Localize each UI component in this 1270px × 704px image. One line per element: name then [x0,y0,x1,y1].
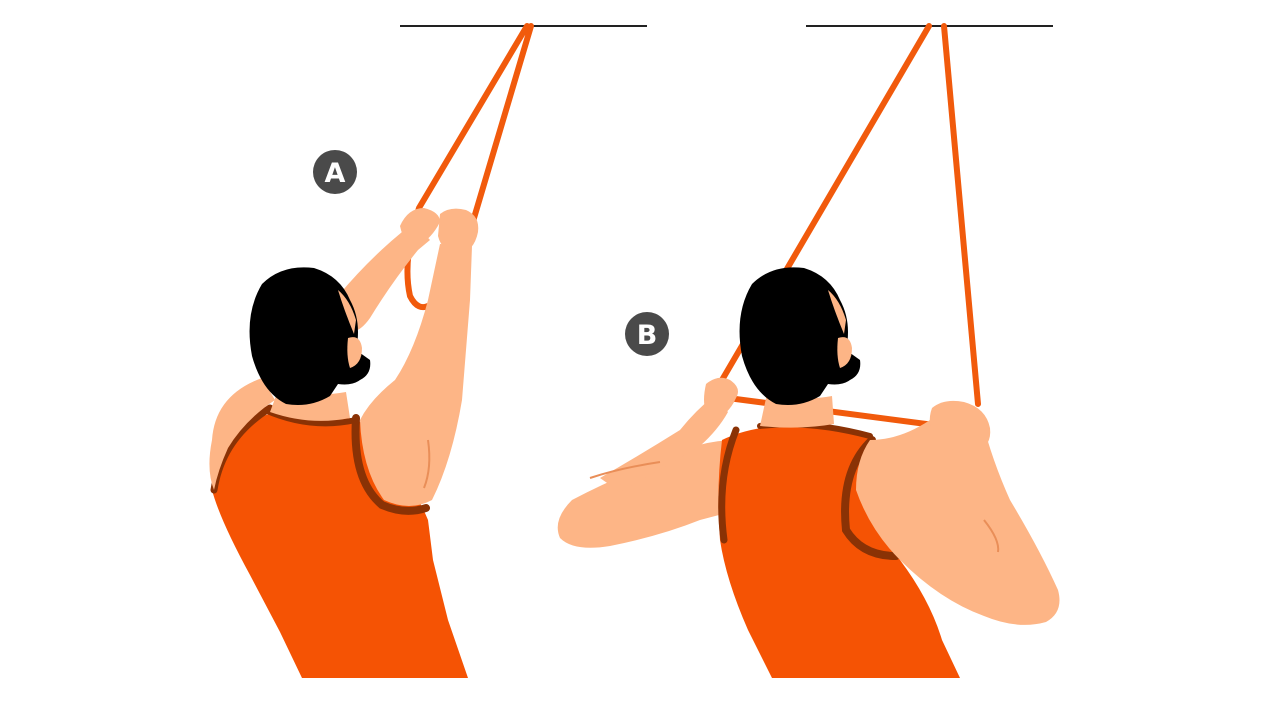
step-a-badge: A [313,150,357,194]
elbow-line-b [983,519,1000,553]
arm-right-b [856,410,1060,625]
hair-b [739,267,861,405]
ear-b [837,337,852,368]
step-b-badge: B [625,312,669,356]
hand-right-b [929,400,991,453]
hand-right-a [438,208,479,254]
arm-left-a [338,222,430,332]
face-side-a [338,290,356,334]
hand-left-b [704,377,738,420]
ear-a [347,337,362,368]
shirt-trim-b [718,426,740,544]
elbow-line-a [423,439,431,489]
face-side-b [828,290,846,334]
panel-b: B [557,23,1060,678]
hair-a [249,267,371,405]
armhole-trim-b [841,436,900,560]
shirt-b [718,424,960,678]
panel-a: A [209,23,647,678]
step-b-label: B [637,320,658,351]
step-a-label: A [325,158,346,189]
arm-left-b [557,440,738,548]
shirt-collar-a [262,407,359,427]
armhole-trim-a [351,414,430,515]
shoulder-left-a [209,378,275,490]
arm-line-b [589,461,661,479]
forearm-left-b [600,396,728,492]
arm-right-a [360,244,472,506]
hand-left-a [400,208,440,246]
